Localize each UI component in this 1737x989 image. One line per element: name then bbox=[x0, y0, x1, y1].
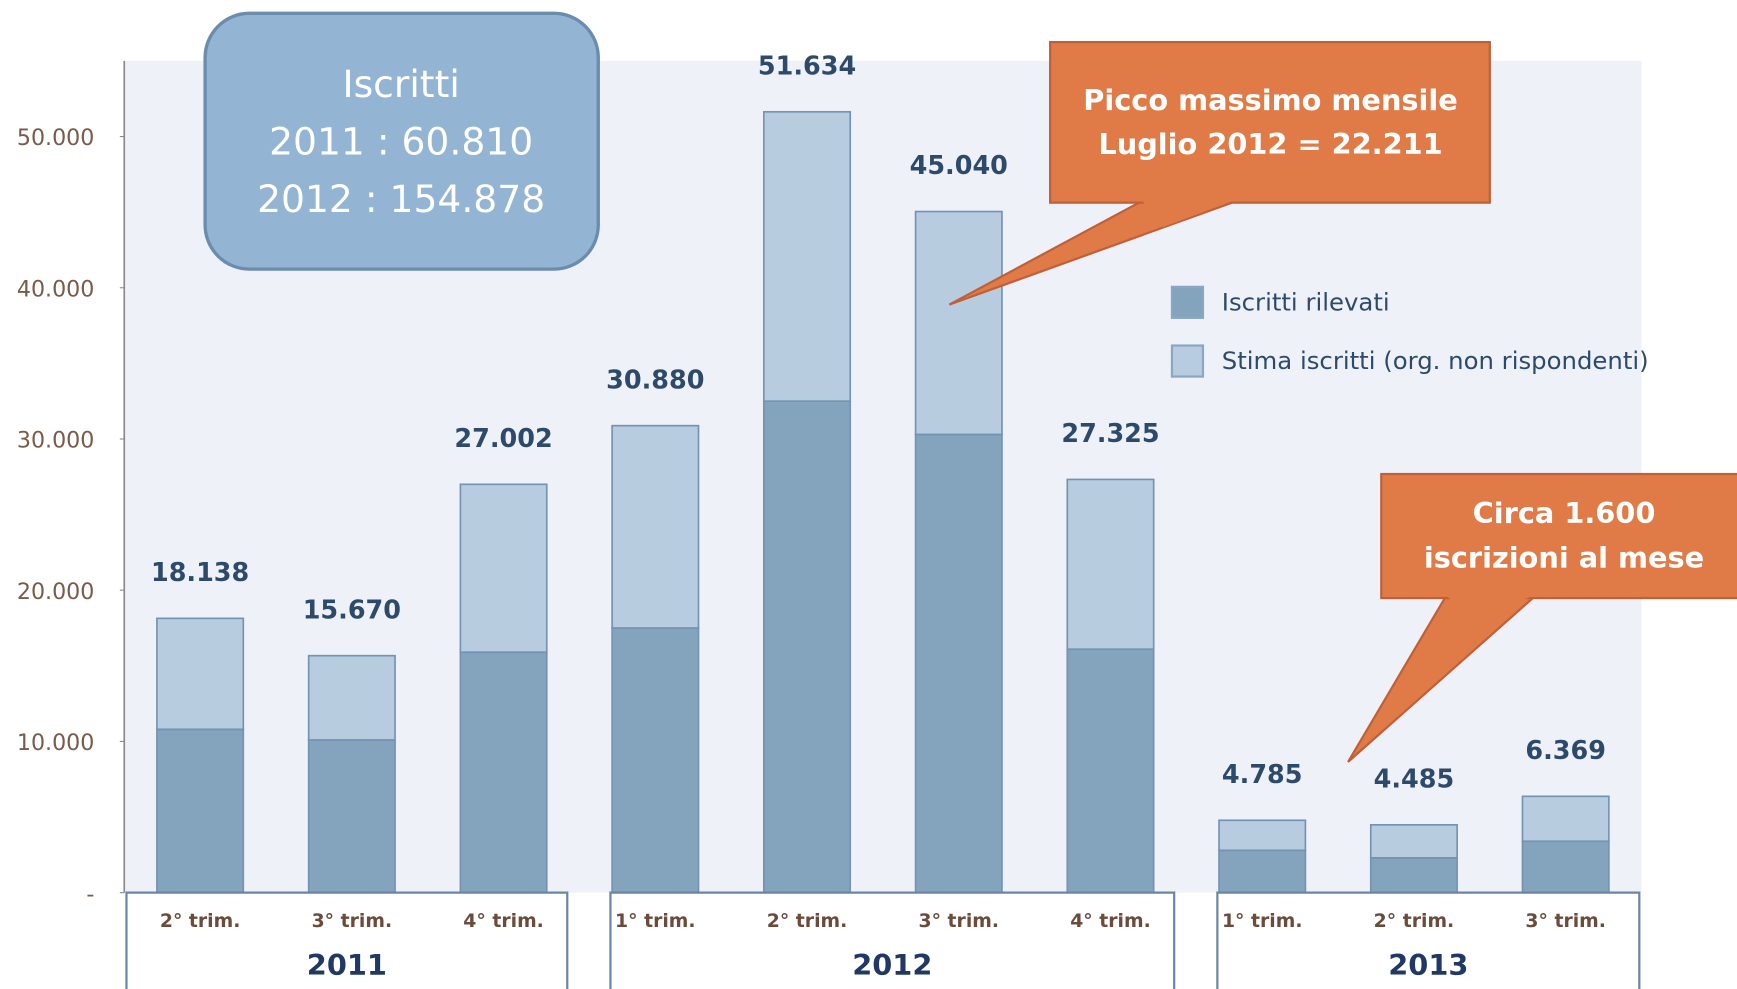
callout-text: Picco massimo mensile bbox=[1083, 83, 1458, 117]
bar-segment bbox=[763, 400, 852, 894]
total-label: 4.485 bbox=[1374, 765, 1455, 795]
bar-segment bbox=[459, 651, 548, 894]
bar-segment bbox=[1521, 840, 1610, 894]
x-tick-label: 1° trim. bbox=[615, 911, 696, 932]
total-label: 4.785 bbox=[1222, 760, 1303, 790]
callout-box bbox=[1049, 40, 1491, 204]
total-label: 18.138 bbox=[151, 558, 249, 588]
x-tick-label: 3° trim. bbox=[312, 911, 393, 932]
bars bbox=[119, 110, 1610, 894]
bar-segment bbox=[1218, 849, 1307, 894]
bar-segment bbox=[1218, 819, 1307, 852]
group-label: 2011 bbox=[307, 948, 387, 982]
group-box bbox=[125, 891, 569, 989]
legend-label: Stima iscritti (org. non rispondenti) bbox=[1222, 346, 1649, 375]
callout-box bbox=[1380, 472, 1737, 600]
callout-text: Circa 1.600 bbox=[1473, 496, 1656, 530]
total-label: 45.040 bbox=[910, 151, 1008, 181]
callout-text: Luglio 2012 = 22.211 bbox=[1098, 127, 1442, 161]
callout-2013: Circa 1.600 iscrizioni al mese bbox=[1347, 472, 1737, 763]
bar-segment bbox=[914, 210, 1003, 436]
bar-segment bbox=[1521, 795, 1610, 843]
bar-segment bbox=[611, 627, 700, 894]
category-groups: 2° trim. 3° trim. 4° trim. 2011 1° trim. 2° t… bbox=[125, 891, 1641, 989]
bar-segment bbox=[156, 728, 245, 894]
y-tick-label: 10.000 bbox=[17, 730, 94, 756]
legend-swatch bbox=[1170, 344, 1205, 378]
x-tick-label: 2° trim. bbox=[160, 911, 241, 932]
info-box-bg bbox=[203, 11, 600, 271]
total-label: 30.880 bbox=[606, 365, 704, 395]
y-tick-label: 40.000 bbox=[17, 276, 94, 302]
labels: - 10.000 20.000 30.000 40.000 50.000 18.138 15.… bbox=[17, 52, 1606, 908]
bar-segment bbox=[307, 654, 396, 741]
total-label: 6.369 bbox=[1525, 736, 1606, 766]
info-line: 2011 : 60.810 bbox=[269, 119, 533, 163]
x-tick-label: 4° trim. bbox=[1070, 911, 1151, 932]
bar-segment bbox=[611, 424, 700, 629]
bar-segment bbox=[1369, 823, 1458, 859]
bar-segment bbox=[307, 739, 396, 894]
x-tick-label: 3° trim. bbox=[1525, 911, 1606, 932]
x-tick-label: 2° trim. bbox=[1374, 911, 1455, 932]
group-box bbox=[1216, 891, 1641, 989]
info-line: Iscritti bbox=[342, 62, 459, 106]
bar-segment bbox=[1066, 478, 1155, 651]
total-label: 27.002 bbox=[454, 424, 552, 454]
y-tick-label: 30.000 bbox=[17, 428, 94, 454]
bar-segment bbox=[1066, 648, 1155, 894]
x-tick-label: 1° trim. bbox=[1222, 911, 1303, 932]
total-label: 15.670 bbox=[303, 595, 401, 625]
bar-segment bbox=[1369, 857, 1458, 894]
group-label: 2013 bbox=[1388, 948, 1468, 982]
legend: Iscritti rilevati Stima iscritti (org. no… bbox=[1170, 285, 1649, 378]
info-line: 2012 : 154.878 bbox=[257, 177, 545, 221]
y-tick-label: 20.000 bbox=[17, 579, 94, 605]
total-label: 51.634 bbox=[758, 52, 856, 82]
bar-segment bbox=[459, 483, 548, 654]
legend-swatch bbox=[1170, 285, 1205, 319]
x-tick-label: 4° trim. bbox=[463, 911, 544, 932]
info-box: Iscritti 2011 : 60.810 2012 : 154.878 bbox=[203, 11, 600, 271]
callout-text: iscrizioni al mese bbox=[1424, 540, 1704, 574]
callout-join bbox=[1142, 200, 1234, 228]
bar-segment bbox=[763, 110, 852, 402]
legend-label: Iscritti rilevati bbox=[1222, 287, 1390, 316]
group-box bbox=[609, 891, 1176, 989]
callout-join bbox=[1446, 595, 1534, 621]
y-tick-label: - bbox=[86, 881, 94, 907]
callout-peak: Picco massimo mensile Luglio 2012 = 22.2… bbox=[948, 40, 1491, 306]
total-label: 27.325 bbox=[1061, 419, 1159, 449]
x-tick-label: 2° trim. bbox=[767, 911, 848, 932]
bar-segment bbox=[156, 617, 245, 731]
bar-segment bbox=[914, 433, 1003, 894]
x-tick-label: 3° trim. bbox=[919, 911, 1000, 932]
y-tick-label: 50.000 bbox=[17, 125, 94, 151]
group-label: 2012 bbox=[852, 948, 932, 982]
